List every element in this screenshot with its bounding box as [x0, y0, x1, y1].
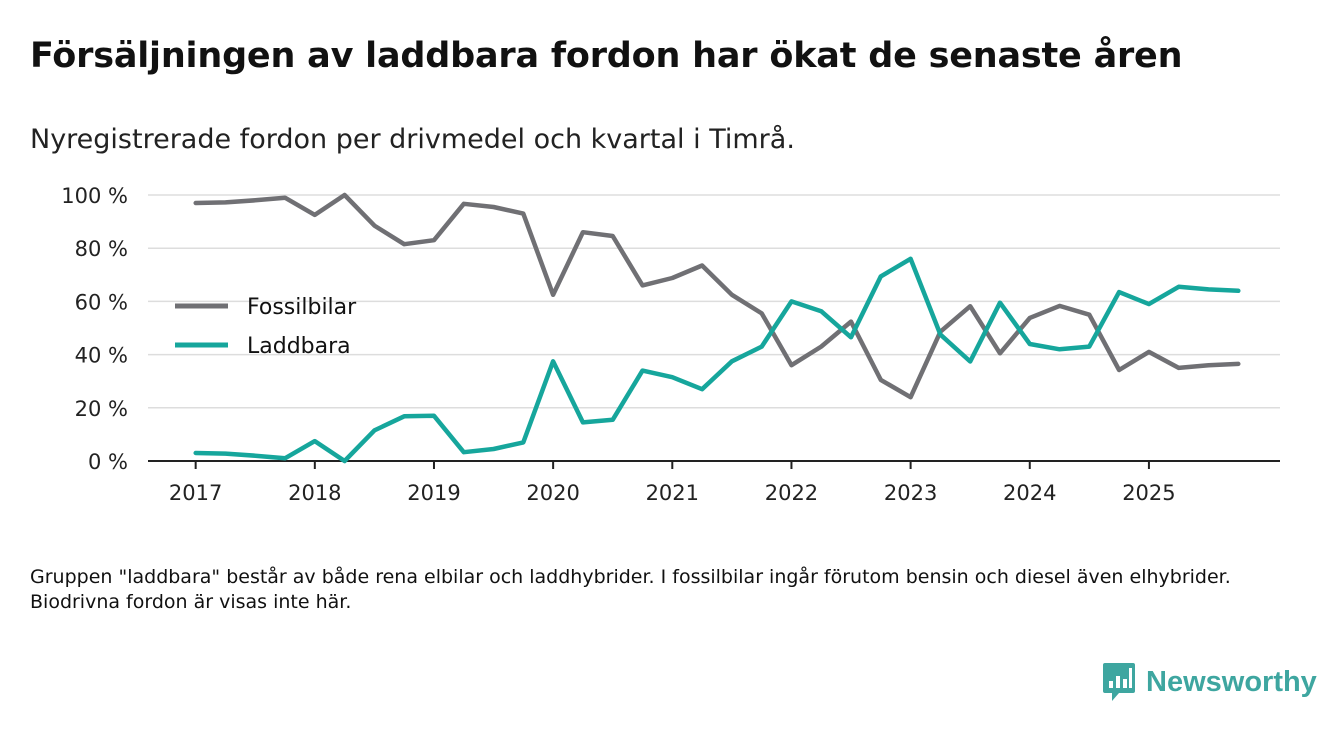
brand-logo[interactable]: Newsworthy [1102, 662, 1317, 702]
chart-subtitle: Nyregistrerade fordon per drivmedel och … [30, 124, 795, 155]
line-chart: 0 % 20 % 40 % 60 % 80 % 100 % 2017 2018 2019 202… [61, 184, 1280, 505]
x-tick-label: 2025 [1122, 481, 1175, 505]
legend-label: Fossilbilar [247, 295, 357, 320]
y-axis-ticks: 0 % 20 % 40 % 60 % 80 % 100 % [61, 184, 128, 474]
legend-label: Laddbara [247, 334, 351, 359]
x-tick-label: 2018 [288, 481, 341, 505]
x-tick-label: 2023 [884, 481, 937, 505]
x-tick-label: 2017 [169, 481, 222, 505]
x-tick-label: 2024 [1003, 481, 1056, 505]
chart-title: Försäljningen av laddbara fordon har öka… [30, 36, 1183, 76]
x-tick-label: 2021 [646, 481, 699, 505]
y-tick-label: 60 % [75, 290, 128, 314]
x-tick-label: 2022 [765, 481, 818, 505]
y-tick-label: 0 % [88, 450, 128, 474]
y-tick-label: 40 % [75, 344, 128, 368]
y-tick-label: 80 % [75, 237, 128, 261]
series-line-laddbara [193, 256, 1241, 464]
y-tick-label: 20 % [75, 397, 128, 421]
x-tick-label: 2020 [526, 481, 579, 505]
y-tick-label: 100 % [61, 184, 128, 208]
newsworthy-logo-icon [1103, 663, 1135, 701]
series-lines [193, 192, 1241, 464]
brand-name: Newsworthy [1146, 665, 1317, 698]
legend: Fossilbilar Laddbara [175, 295, 357, 359]
x-tick-label: 2019 [407, 481, 460, 505]
x-axis-ticks: 2017 2018 2019 2020 2021 2022 2023 2024 2025 [169, 461, 1176, 505]
series-line-fossilbilar [193, 192, 1241, 400]
gridlines [148, 194, 1280, 409]
footnote: Gruppen "laddbara" består av både rena e… [30, 566, 1231, 613]
